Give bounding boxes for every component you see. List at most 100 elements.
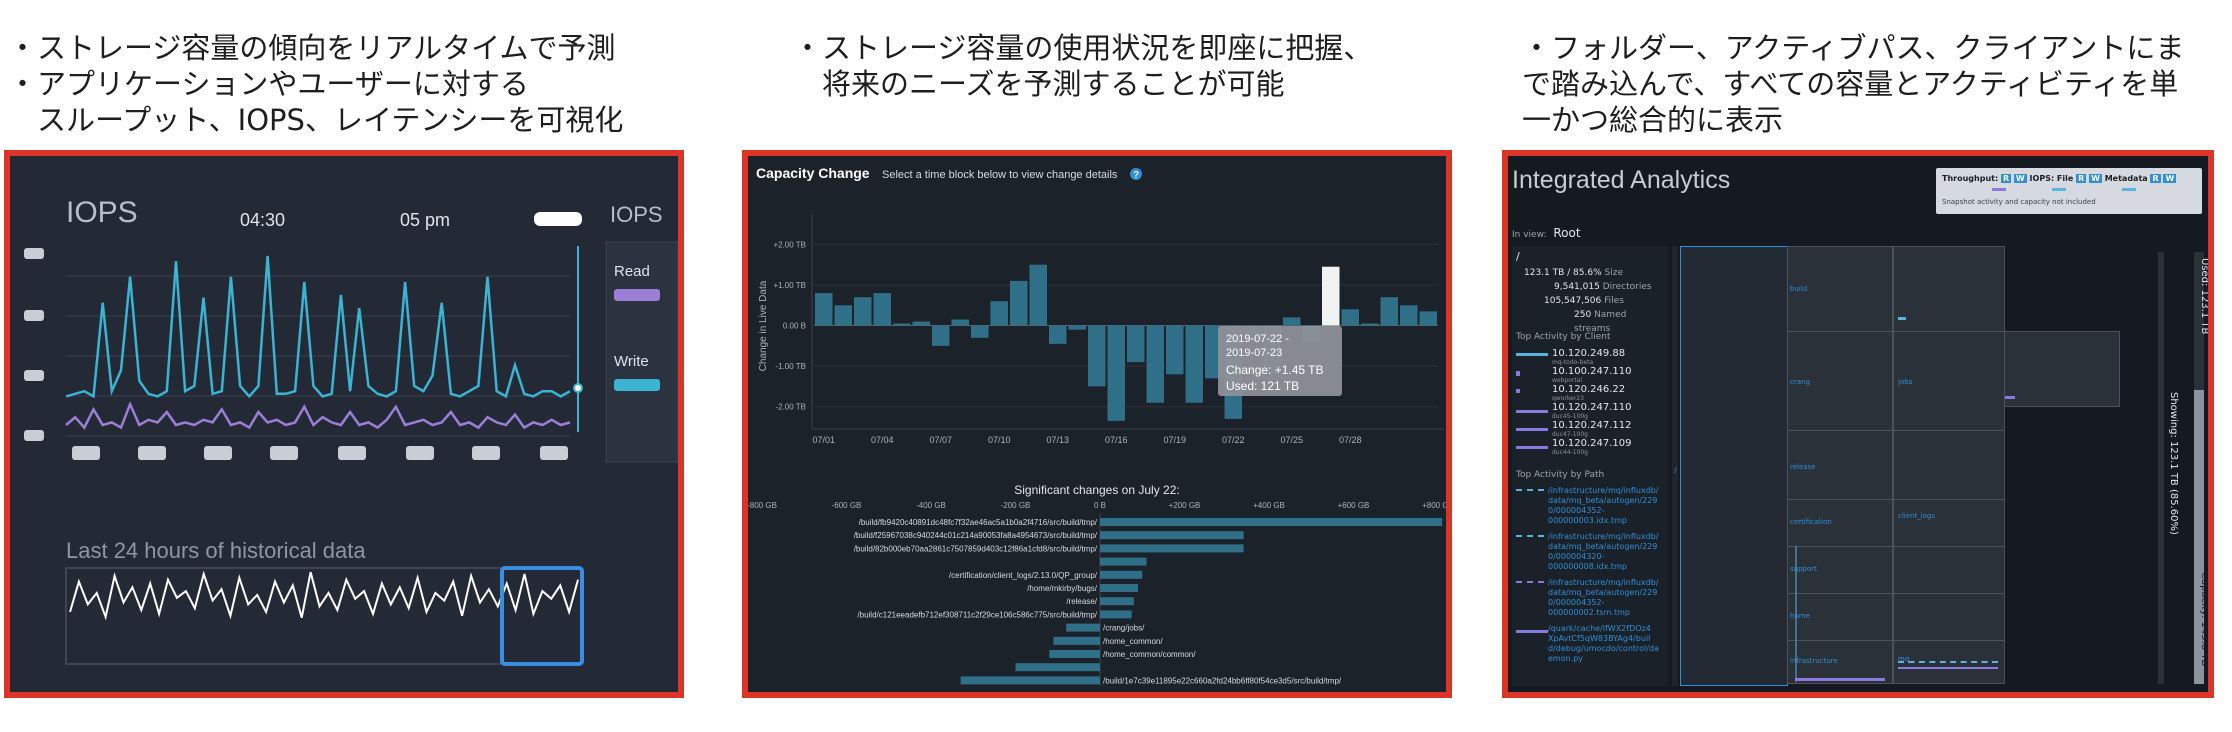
legend-r[interactable]: R (2076, 174, 2087, 183)
sig-change-bar[interactable] (960, 676, 1100, 685)
sig-change-bar[interactable] (1100, 557, 1147, 566)
sig-path-label[interactable]: /crang/jobs/ (1103, 624, 1145, 633)
client-activity-bar (1516, 446, 1548, 449)
sig-path-label[interactable]: /build/c121eeadefb712ef308711c2f29ce106c… (857, 610, 1097, 619)
capacity-bar[interactable] (971, 325, 989, 338)
path-link[interactable]: /infrastructure/mq/influxdb/ data/mq_bet… (1548, 486, 1659, 525)
client-row[interactable]: 10.100.247.110 webportal (1516, 366, 1666, 384)
sig-change-bar[interactable] (1100, 610, 1132, 619)
path-row[interactable]: /infrastructure/mq/influxdb/ data/mq_bet… (1516, 578, 1666, 624)
sig-path-label[interactable]: /home_common/common/ (1103, 650, 1196, 659)
showing-label: Showing: 123.1 TB (85.60%) (2168, 392, 2179, 535)
capacity-bar[interactable] (951, 319, 970, 326)
sig-change-bar[interactable] (1100, 597, 1134, 606)
sig-change-bar[interactable] (1015, 663, 1101, 672)
tree-node-client-logs[interactable]: client_logs (1893, 499, 2005, 547)
x-tick-pill (406, 446, 434, 460)
tree-node-support-child[interactable] (1893, 546, 2005, 594)
tree-node-release-child[interactable] (1893, 430, 2005, 500)
legend-w[interactable]: W (2089, 174, 2102, 183)
capacity-bar[interactable] (834, 305, 853, 326)
history-selection-window[interactable] (500, 566, 584, 666)
sig-path-label[interactable]: /build/1e7c39e11895e22c660a2fd24bb6ff80f… (1103, 676, 1342, 685)
client-row[interactable]: 10.120.246.22 qworker23 (1516, 384, 1666, 402)
cursor-dot[interactable] (573, 383, 583, 393)
sig-change-bar[interactable] (1053, 636, 1101, 645)
sig-path-label[interactable]: /home/mkirby/bugs/ (1027, 584, 1098, 593)
capacity-bar[interactable] (815, 293, 833, 326)
sig-change-bar[interactable] (1100, 518, 1443, 526)
capacity-bar[interactable] (1380, 297, 1399, 326)
path-row[interactable]: /infrastructure/mq/influxdb/ data/mq_bet… (1516, 532, 1666, 578)
capacity-bar[interactable] (1166, 325, 1184, 375)
capacity-bar[interactable] (854, 297, 872, 326)
capacity-bar[interactable] (893, 323, 911, 326)
tree-node-infrastructure[interactable]: infrastructure (1787, 640, 1893, 684)
sig-change-bar[interactable] (1100, 544, 1244, 553)
sig-change-bar[interactable] (1100, 570, 1143, 579)
capacity-bar[interactable] (1146, 325, 1165, 403)
capacity-bar[interactable] (1341, 309, 1360, 326)
capacity-bar[interactable] (1283, 317, 1301, 326)
sig-change-bar[interactable] (1066, 623, 1100, 632)
tree-node-release[interactable]: release (1787, 430, 1893, 500)
sig-change-bar[interactable] (1100, 584, 1138, 592)
capacity-bar[interactable] (1107, 325, 1126, 421)
help-icon-glyph: ? (1133, 170, 1139, 181)
capacity-bar[interactable] (990, 301, 1009, 326)
legend-r[interactable]: R (2000, 174, 2012, 183)
help-icon[interactable] (1130, 168, 1142, 180)
write-legend-swatch[interactable] (614, 379, 660, 391)
client-row[interactable]: 10.120.247.109 duc44-100g (1516, 438, 1666, 456)
capacity-bar[interactable] (1361, 323, 1379, 326)
capacity-bar[interactable] (912, 321, 931, 326)
capacity-bar[interactable] (1419, 311, 1438, 326)
tree-node-crang[interactable]: crang (1787, 331, 1893, 431)
tree-level-1[interactable] (1680, 246, 1788, 686)
capacity-panel-svg: Capacity Change Select a time block belo… (748, 165, 1446, 686)
capacity-bar[interactable] (1068, 325, 1087, 330)
tree-node-deep[interactable] (2004, 331, 2120, 407)
client-row[interactable]: 10.120.249.88 mq-todo-beta (1516, 348, 1666, 366)
client-row[interactable]: 10.120.247.110 duc45-100g (1516, 402, 1666, 420)
tree-node-home-child[interactable] (1893, 593, 2005, 641)
path-link[interactable]: /infrastructure/mq/influxdb/ data/mq_bet… (1548, 578, 1659, 617)
legend-w[interactable]: W (2013, 174, 2027, 183)
capacity-bar[interactable] (1127, 325, 1145, 363)
read-legend-swatch[interactable] (614, 289, 660, 301)
legend-w[interactable]: W (2163, 174, 2177, 183)
capacity-bar[interactable] (1029, 264, 1048, 326)
tree-root-column[interactable] (1672, 246, 1678, 686)
capacity-bar[interactable] (932, 325, 950, 346)
legend-r[interactable]: R (2150, 174, 2161, 183)
sig-change-bar[interactable] (1049, 650, 1100, 658)
path-row[interactable]: /infrastructure/mq/influxdb/ data/mq_bet… (1516, 486, 1666, 532)
capacity-bar[interactable] (1049, 325, 1067, 344)
tree-node-build[interactable]: build (1787, 246, 1893, 332)
capacity-bar[interactable] (1185, 325, 1204, 403)
sig-path-label[interactable]: /release/ (1066, 597, 1097, 606)
tree-node-build-child[interactable] (1893, 246, 2005, 332)
sig-path-label[interactable]: /build/82b000eb70aa2861c7507859d403c12f8… (854, 544, 1098, 553)
tree-node-home[interactable]: home (1787, 593, 1893, 641)
capacity-bar-selected[interactable] (1322, 266, 1340, 326)
path-row[interactable]: /quark/cache/ifWX2fDOz4 XpAvtCf5qW83BYAg… (1516, 624, 1666, 670)
in-view-value[interactable]: Root (1553, 226, 1581, 240)
tree-node-support[interactable]: support (1787, 546, 1893, 594)
sig-path-label[interactable]: /build/fb9420c40891dc48fc7f32ae46ac5a1b0… (859, 518, 1098, 527)
capacity-bar[interactable] (1400, 305, 1418, 326)
capacity-bar[interactable] (873, 293, 892, 326)
time-range-handle[interactable] (534, 212, 582, 226)
tree-node-mq[interactable]: mq (1893, 640, 2005, 684)
path-link[interactable]: /quark/cache/ifWX2fDOz4 XpAvtCf5qW83BYAg… (1548, 624, 1659, 663)
sig-path-label[interactable]: /build/f25967038c940244c01c214a90053fa8a… (854, 531, 1098, 540)
path-link[interactable]: /infrastructure/mq/influxdb/ data/mq_bet… (1548, 532, 1659, 571)
sig-change-bar[interactable] (1100, 531, 1244, 540)
sig-path-label[interactable]: /home_common/ (1103, 637, 1163, 646)
client-row[interactable]: 10.120.247.112 duc47-100g (1516, 420, 1666, 438)
capacity-bar[interactable] (1088, 325, 1106, 387)
sig-path-label[interactable]: /certification/client_logs/2.13.0/QP_gro… (949, 571, 1098, 580)
tree-node-jobs[interactable]: jobs (1893, 331, 2005, 431)
tree-node-certification[interactable]: certification (1787, 499, 1893, 547)
capacity-bar[interactable] (1010, 280, 1028, 326)
